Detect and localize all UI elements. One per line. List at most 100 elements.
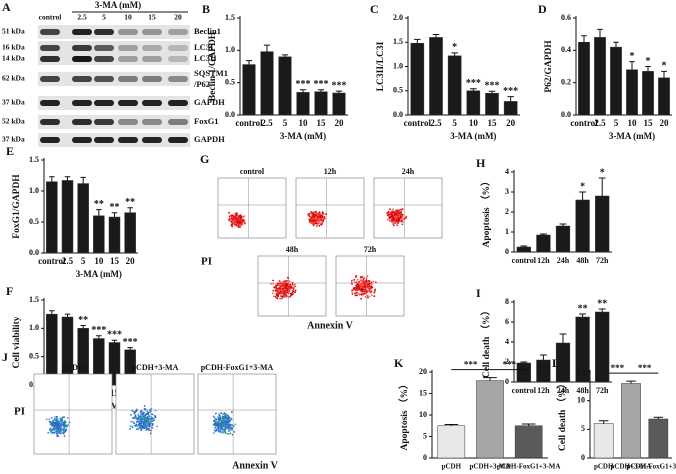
flow-dot	[294, 291, 296, 294]
bar	[429, 37, 443, 116]
flow-dot	[392, 224, 395, 227]
flow-dot	[228, 215, 231, 218]
flow-dot	[368, 283, 371, 286]
y-tick-label: 1.5	[29, 155, 39, 164]
y-tick-label: 0.0	[29, 248, 39, 257]
flow-dot	[234, 423, 237, 426]
flow-dot	[151, 426, 154, 429]
flow-dot	[59, 432, 62, 435]
flow-dot	[228, 211, 231, 214]
flow-dot	[55, 415, 58, 418]
error-bar	[263, 44, 271, 52]
flow-dot	[66, 425, 69, 428]
flow-dot	[243, 219, 246, 222]
flow-dot	[135, 420, 138, 423]
flow-dot	[221, 423, 224, 426]
flow-dot	[214, 412, 217, 415]
flow-dot	[322, 219, 325, 222]
y-axis-label: LC3II/LC3I	[376, 41, 386, 91]
flow-dot	[317, 218, 319, 221]
flow-dot	[323, 217, 326, 220]
flow-dot	[397, 210, 399, 212]
y-tick-label: 4	[505, 167, 509, 176]
blot-band	[40, 56, 60, 62]
y-tick-label: 2	[505, 357, 509, 366]
flow-dots	[45, 415, 71, 438]
flow-dot	[373, 295, 376, 298]
flow-dot	[318, 212, 320, 215]
flow-dot	[230, 418, 233, 421]
flow-title: pCDH-FoxG1+3-MA	[201, 363, 274, 372]
flow-dot	[225, 414, 228, 417]
flow-dot	[319, 214, 322, 217]
flow-title: 12h	[324, 167, 337, 176]
flow-dot	[232, 218, 235, 221]
flow-dot	[53, 425, 56, 428]
y-tick-label: 1.0	[29, 186, 39, 195]
flow-dot	[315, 216, 318, 219]
flow-dot	[150, 422, 152, 425]
flow-dot	[374, 290, 376, 292]
flow-dot	[49, 427, 52, 430]
flow-dots	[385, 207, 408, 227]
error-bar	[597, 28, 603, 38]
flow-dot	[398, 211, 401, 214]
blot-band	[40, 119, 60, 125]
flow-dot	[224, 414, 227, 417]
bar	[555, 225, 571, 253]
error-bar	[80, 176, 86, 184]
flow-dot	[370, 291, 372, 294]
flow-dot	[289, 295, 292, 298]
flow-dot	[286, 283, 289, 286]
significance: *	[662, 61, 667, 72]
error-bar	[245, 60, 253, 65]
flow-dot	[227, 433, 230, 435]
flow-dot	[234, 221, 237, 224]
bar	[466, 90, 481, 116]
error-bar	[299, 89, 307, 93]
flow-dot	[226, 421, 228, 424]
flow-dot	[292, 290, 295, 293]
flow-dot	[221, 421, 224, 424]
x-axis-label: 3-MA (mM)	[280, 131, 326, 141]
blot-strip	[38, 41, 190, 65]
y-tick-label: 0.6	[561, 13, 571, 22]
blot-band	[142, 45, 162, 51]
x-tick-label: 15	[110, 388, 120, 398]
flow-plot	[295, 177, 365, 239]
flow-dot	[308, 215, 311, 218]
blot-band	[72, 29, 92, 35]
flow-dot	[149, 432, 152, 435]
panel-letter: A	[2, 0, 11, 14]
flow-dot	[228, 416, 231, 419]
flow-dot	[153, 419, 155, 422]
flow-dot	[357, 282, 360, 285]
flow-dot	[219, 416, 222, 419]
flow-dot	[272, 295, 275, 298]
flow-dot	[284, 285, 287, 288]
bar	[536, 359, 551, 383]
flow-dot	[143, 404, 146, 407]
x-tick-label: 48h	[576, 386, 589, 395]
flow-dot	[154, 409, 157, 412]
significance: ***	[107, 330, 122, 341]
flow-dot	[216, 429, 219, 432]
flow-dot	[55, 422, 58, 425]
protein-label: LC3II	[194, 53, 217, 63]
flow-dot	[137, 427, 140, 430]
flow-dot	[404, 217, 406, 219]
flow-dot	[364, 283, 367, 286]
flow-dot	[282, 286, 284, 289]
flow-dot	[225, 413, 227, 416]
bar	[516, 246, 531, 253]
bar	[648, 418, 669, 459]
flow-dot	[64, 421, 67, 424]
blot-band	[118, 29, 138, 35]
flow-dot	[143, 418, 146, 421]
flow-plot	[115, 373, 195, 455]
y-tick-label: 0.0	[225, 110, 235, 119]
x-tick-label: 12h	[537, 386, 550, 395]
flow-dot	[288, 280, 291, 283]
blot-band	[72, 56, 92, 62]
flow-dot	[363, 289, 366, 292]
